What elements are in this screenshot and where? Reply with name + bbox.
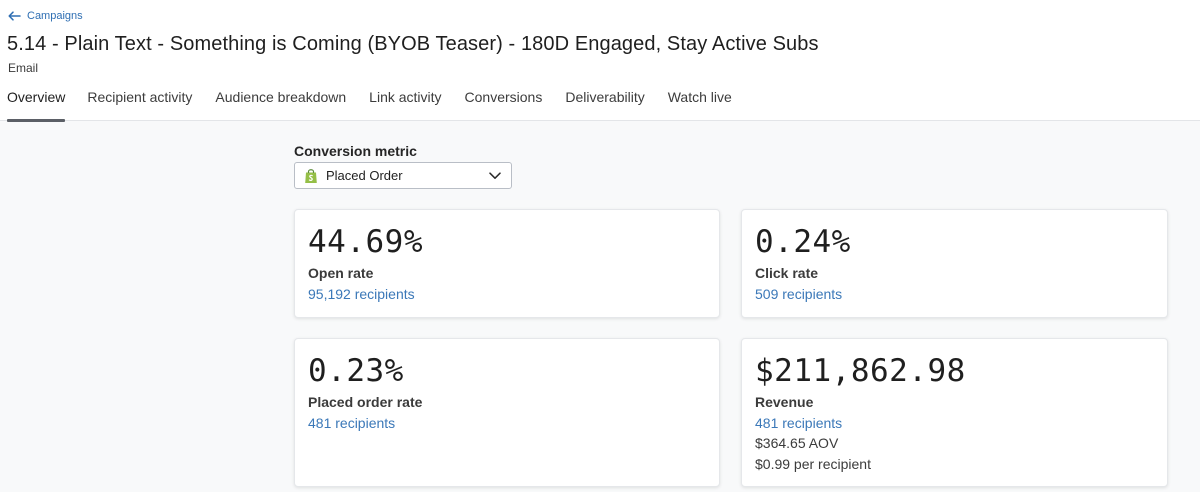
click-rate-value: 0.24% [755, 224, 851, 260]
shopify-bag-icon [304, 168, 318, 184]
tab-recipient-activity[interactable]: Recipient activity [87, 89, 193, 105]
page-title: 5.14 - Plain Text - Something is Coming … [7, 33, 819, 55]
tab-audience-breakdown[interactable]: Audience breakdown [215, 89, 347, 105]
open-rate-card: 44.69% Open rate 95,192 recipients [294, 209, 720, 318]
arrow-left-icon [8, 11, 21, 21]
revenue-recipients-link[interactable]: 481 recipients [755, 415, 843, 431]
tab-deliverability[interactable]: Deliverability [565, 89, 645, 105]
revenue-label: Revenue [755, 394, 814, 410]
placed-order-rate-value: 0.23% [308, 353, 404, 389]
average-order-value: $364.65 AOV [755, 435, 839, 451]
tab-bar: Overview Recipient activity Audience bre… [0, 84, 732, 122]
open-rate-recipients-link[interactable]: 95,192 recipients [308, 286, 415, 302]
placed-order-recipients-link[interactable]: 481 recipients [308, 415, 396, 431]
back-to-campaigns-link[interactable]: Campaigns [8, 8, 83, 24]
campaign-type-label: Email [8, 61, 39, 75]
open-rate-value: 44.69% [308, 224, 423, 260]
conversion-metric-label: Conversion metric [294, 143, 417, 159]
back-link-label: Campaigns [27, 10, 83, 22]
revenue-card: $211,862.98 Revenue 481 recipients $364.… [741, 338, 1168, 487]
placed-order-rate-card: 0.23% Placed order rate 481 recipients [294, 338, 720, 487]
revenue-value: $211,862.98 [755, 353, 966, 389]
chevron-down-icon [489, 171, 501, 180]
placed-order-rate-label: Placed order rate [308, 394, 423, 410]
tab-watch-live[interactable]: Watch live [667, 89, 732, 105]
click-rate-recipients-link[interactable]: 509 recipients [755, 286, 843, 302]
tab-link-activity[interactable]: Link activity [369, 89, 442, 105]
selected-metric-value: Placed Order [326, 168, 403, 183]
page-header: Campaigns 5.14 - Plain Text - Something … [0, 0, 1200, 122]
tab-conversions[interactable]: Conversions [464, 89, 543, 105]
click-rate-card: 0.24% Click rate 509 recipients [741, 209, 1168, 318]
revenue-per-recipient: $0.99 per recipient [755, 456, 871, 472]
open-rate-label: Open rate [308, 265, 374, 281]
conversion-metric-select[interactable]: Placed Order [294, 162, 512, 189]
tab-overview[interactable]: Overview [7, 84, 66, 122]
click-rate-label: Click rate [755, 265, 819, 281]
